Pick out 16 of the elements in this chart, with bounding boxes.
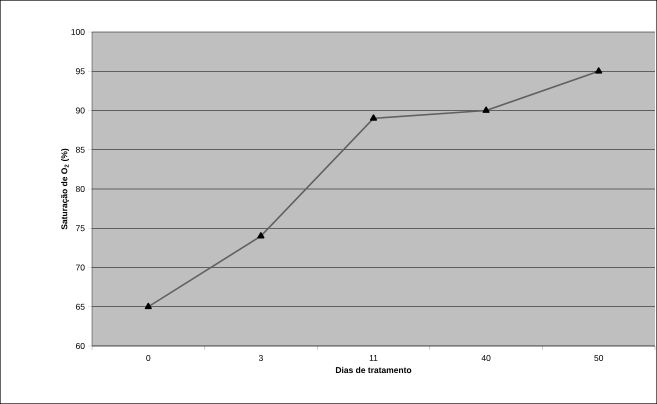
x-tick-label: 11 <box>370 355 378 361</box>
y-tick-label: 60 <box>76 343 85 349</box>
x-axis-title: Dias de tratamento <box>336 366 412 374</box>
y-tick-label: 70 <box>76 264 85 270</box>
y-tick-label: 85 <box>76 146 85 153</box>
y-axis-title: Saturação de O$_{2}$ (%) <box>61 148 69 230</box>
x-tick-label: 50 <box>594 355 604 362</box>
x-tick-label: 40 <box>482 355 490 362</box>
y-tick-label: 75 <box>76 225 85 232</box>
x-tick-label: 3 <box>258 355 263 362</box>
y-tick-label: 95 <box>76 68 85 74</box>
y-tick-label: 90 <box>76 108 85 114</box>
y-tick-label: 65 <box>76 304 85 310</box>
y-tick-label: 100 <box>71 29 85 35</box>
x-tick-label: 0 <box>146 355 150 362</box>
y-tick-label: 80 <box>76 186 85 192</box>
